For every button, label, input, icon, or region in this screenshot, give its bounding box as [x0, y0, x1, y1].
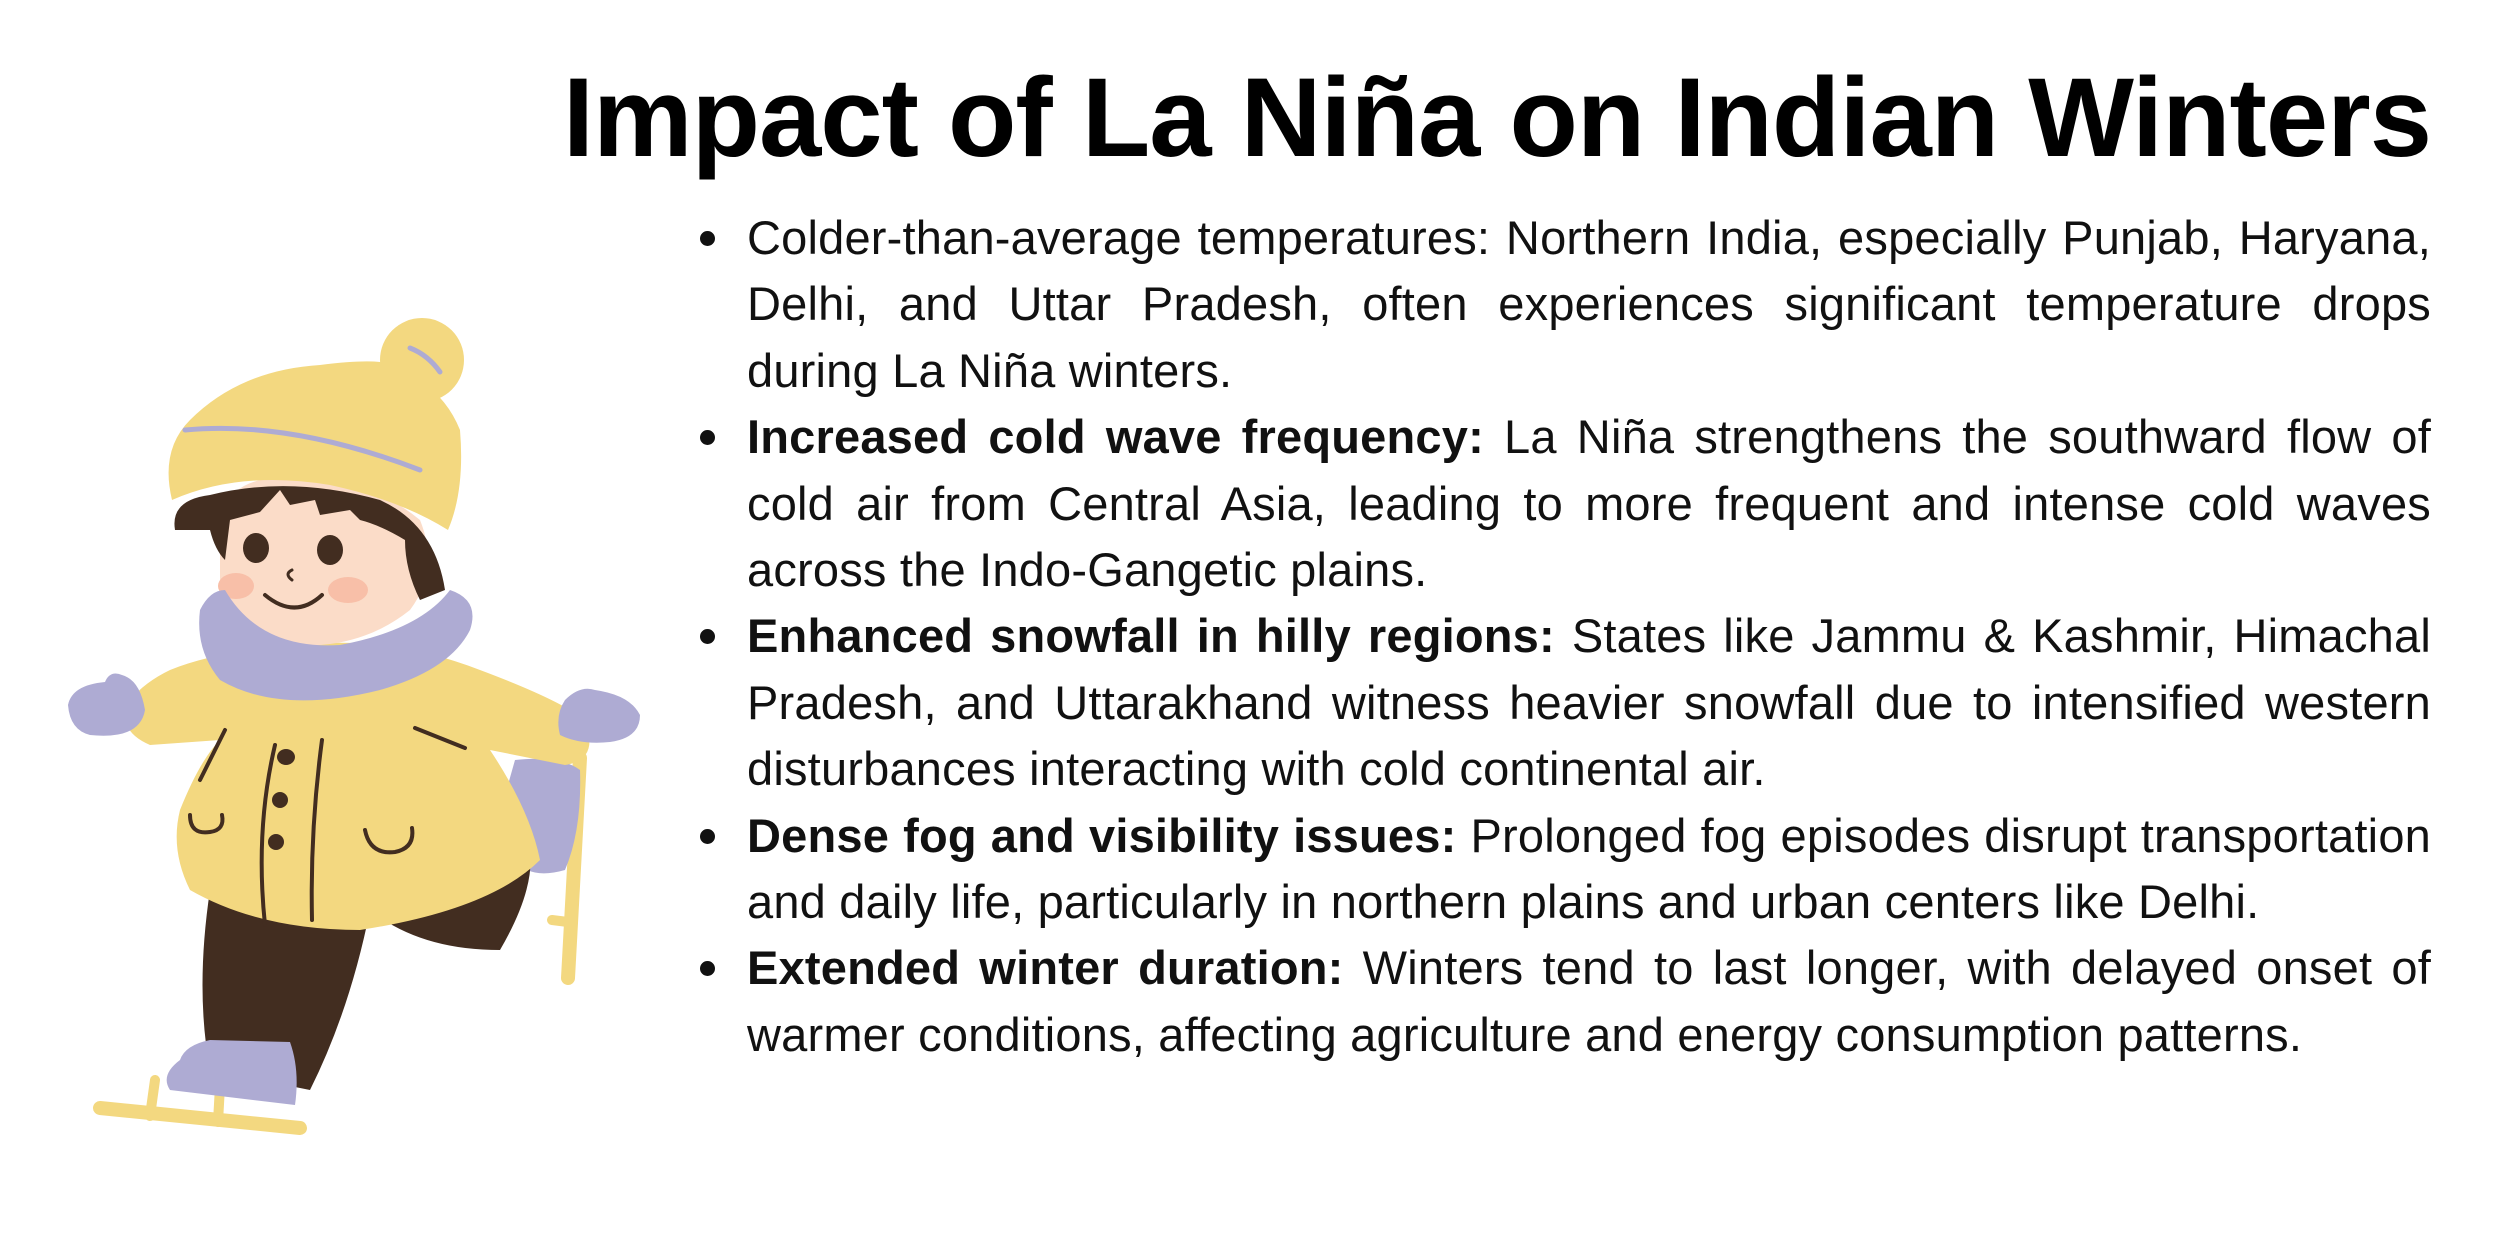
- bullet-label: Extended winter duration:: [747, 941, 1344, 995]
- bullet-dot-icon: [700, 231, 715, 246]
- bullet-item-winter-duration: Extended winter duration: Winters tend t…: [700, 935, 2431, 1068]
- bullet-text: Northern India, especially Punjab, Harya…: [747, 211, 2432, 397]
- bullet-label: Increased cold wave frequency:: [747, 410, 1484, 464]
- bullet-label: Colder-than-average temperatures:: [747, 211, 1491, 264]
- bullet-item-temperatures: Colder-than-average temperatures: Northe…: [700, 205, 2432, 404]
- bullet-dot-icon: [700, 828, 715, 844]
- bullet-item-snowfall: Enhanced snowfall in hilly regions: Stat…: [700, 603, 2431, 802]
- page-title: Impact of La Niña on Indian Winters: [562, 55, 2432, 180]
- child-ice-skating-illustration: [68, 318, 640, 1135]
- bullet-dot-icon: [700, 430, 715, 446]
- bullet-label: Dense fog and visibility issues:: [747, 808, 1457, 862]
- bullet-dot-icon: [700, 961, 715, 977]
- bullet-item-fog: Dense fog and visibility issues: Prolong…: [700, 803, 2431, 936]
- bullet-text: La Niña strengthens the southward flow o…: [747, 410, 2432, 597]
- bullet-text: States like Jammu & Kashmir, Himachal Pr…: [747, 609, 2431, 796]
- bullet-text: Prolonged fog episodes disrupt transport…: [747, 808, 2431, 929]
- bullet-item-cold-wave: Increased cold wave frequency: La Niña s…: [700, 404, 2432, 603]
- bullet-dot-icon: [700, 629, 715, 645]
- bullet-label: Enhanced snowfall in hilly regions:: [747, 609, 1555, 663]
- bullet-text: Winters tend to last longer, with delaye…: [747, 941, 2431, 1061]
- bullet-list: Colder-than-average temperatures: Northe…: [700, 205, 2432, 1068]
